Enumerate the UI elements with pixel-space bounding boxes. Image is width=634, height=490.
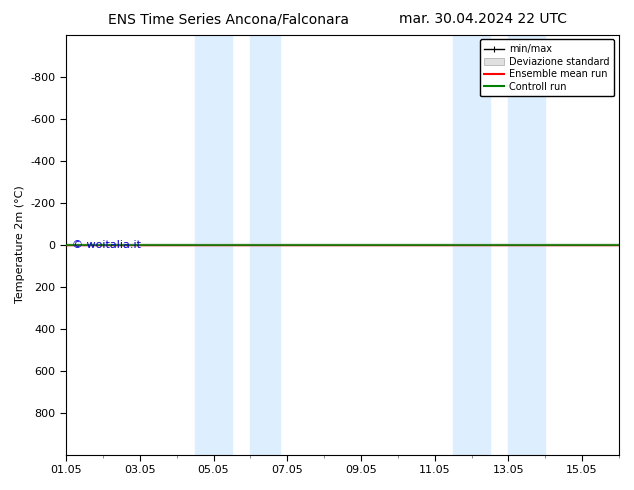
Bar (250, 35, 280, 455)
Bar (195, 35, 232, 455)
Text: ENS Time Series Ancona/Falconara: ENS Time Series Ancona/Falconara (108, 12, 349, 26)
Text: mar. 30.04.2024 22 UTC: mar. 30.04.2024 22 UTC (399, 12, 567, 26)
Text: © woitalia.it: © woitalia.it (72, 240, 141, 249)
Legend: min/max, Deviazione standard, Ensemble mean run, Controll run: min/max, Deviazione standard, Ensemble m… (479, 40, 614, 97)
Y-axis label: Temperature 2m (°C): Temperature 2m (°C) (15, 186, 25, 303)
Bar (508, 35, 545, 455)
Bar (453, 35, 490, 455)
